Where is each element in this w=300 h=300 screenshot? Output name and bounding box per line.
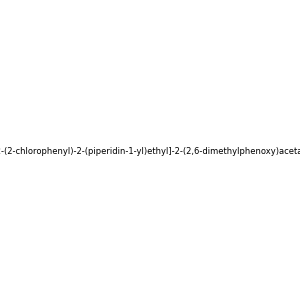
Text: N-[2-(2-chlorophenyl)-2-(piperidin-1-yl)ethyl]-2-(2,6-dimethylphenoxy)acetamide: N-[2-(2-chlorophenyl)-2-(piperidin-1-yl)… [0, 147, 300, 156]
